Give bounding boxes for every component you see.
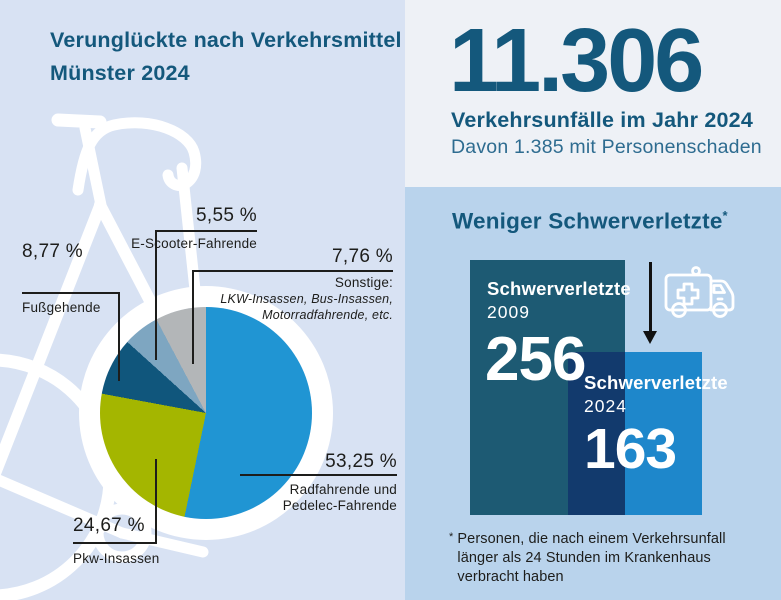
chart-title-line1: Verunglückte nach Verkehrsmittel xyxy=(50,28,402,52)
pie-chart xyxy=(100,307,312,519)
pie-label-fussgehende-name: Fußgehende xyxy=(22,300,101,315)
footnote-asterisk: * xyxy=(449,531,454,543)
arrow-down-icon xyxy=(649,262,652,332)
box-2009-label: Schwerverletzte xyxy=(487,278,631,299)
leader-line-pkw-rise xyxy=(155,459,157,544)
leader-line-escooter-drop xyxy=(155,230,157,360)
box-2024-year: 2024 xyxy=(584,396,627,416)
leader-line-fussgehende-drop xyxy=(118,292,120,381)
pie-label-radfahrende-pct: 53,25 % xyxy=(325,451,397,472)
box-2009-year: 2009 xyxy=(487,302,530,322)
leader-line-fussgehende xyxy=(22,292,120,294)
chart-title: Verunglückte nach Verkehrsmittel Münster… xyxy=(50,24,402,89)
pie-label-pkw-name: Pkw-Insassen xyxy=(73,551,160,566)
pie-label-sonstige-detail1: LKW-Insassen, Bus-Insassen, xyxy=(220,292,393,306)
pie-label-sonstige-detail2: Motorradfahrende, etc. xyxy=(262,308,393,322)
pie-label-sonstige-pct: 7,76 % xyxy=(332,246,393,267)
pie-label-radfahrende-line2: Pedelec-Fahrende xyxy=(282,498,397,513)
personal-injury-caption: Davon 1.385 mit Personenschaden xyxy=(451,136,762,158)
footnote-text: Personen, die nach einem Verkehrsunfall … xyxy=(457,531,726,585)
right-top-panel xyxy=(405,0,781,187)
pie-label-radfahrende-line1: Radfahrende und xyxy=(289,482,397,497)
box-2024-value: 163 xyxy=(584,417,677,481)
leader-line-radfahrende xyxy=(240,474,397,476)
box-2024-label: Schwerverletzte xyxy=(584,372,728,393)
pie-label-fussgehende-pct: 8,77 % xyxy=(22,241,83,262)
leader-line-sonstige-drop xyxy=(192,270,194,364)
pie-label-sonstige-title: Sonstige: xyxy=(334,275,393,290)
box-2009-value: 256 xyxy=(485,325,586,394)
severely-injured-heading-text: Weniger Schwerverletzte xyxy=(452,208,723,234)
severely-injured-heading: Weniger Schwerverletzte* xyxy=(452,208,728,235)
total-accidents-number: 11.306 xyxy=(449,11,704,111)
leader-line-escooter xyxy=(156,230,257,232)
heading-asterisk: * xyxy=(722,208,728,223)
arrow-down-head xyxy=(643,331,657,344)
leader-line-pkw xyxy=(73,542,157,544)
footnote: * Personen, die nach einem Verkehrsunfal… xyxy=(449,530,769,587)
pie-label-escooter-name: E-Scooter-Fahrende xyxy=(131,236,257,251)
pie-label-pkw-pct: 24,67 % xyxy=(73,515,145,536)
left-panel: Verunglückte nach Verkehrsmittel Münster… xyxy=(0,24,402,600)
pie-label-sonstige-name: Sonstige: LKW-Insassen, Bus-Insassen, Mo… xyxy=(200,275,393,323)
pie-label-radfahrende-name: Radfahrende und Pedelec-Fahrende xyxy=(250,482,397,514)
pie-label-escooter-pct: 5,55 % xyxy=(196,205,257,226)
box-overlap xyxy=(568,352,625,515)
total-accidents-caption: Verkehrsunfälle im Jahr 2024 xyxy=(451,108,753,132)
leader-line-sonstige xyxy=(193,270,393,272)
chart-title-line2: Münster 2024 xyxy=(50,60,190,85)
